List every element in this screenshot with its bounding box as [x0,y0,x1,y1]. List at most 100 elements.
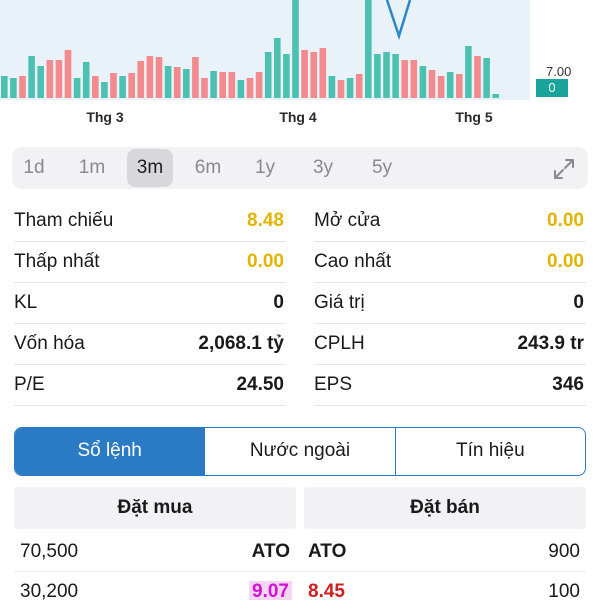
period-1y[interactable]: 1y [254,157,276,178]
stat-row-eps: EPS 346 [314,365,586,406]
volume-bar [237,80,245,98]
tab-signals[interactable]: Tín hiệu [394,428,585,475]
stat-value-volume: 0 [273,292,284,313]
volume-bar [437,76,445,98]
volume-bar [292,0,299,98]
volume-bar [119,76,126,98]
volume-bar [228,72,236,98]
volume-bar [28,56,35,98]
period-5y[interactable]: 5y [371,157,393,178]
volume-bar [319,48,327,98]
tab-foreign[interactable]: Nước ngoài [204,428,394,475]
tab-order-book[interactable]: Sổ lệnh [15,428,205,475]
volume-bar [1,76,8,98]
stat-label-open: Mở cửa [314,210,381,231]
volume-bar [201,78,208,98]
volume-bar [419,66,427,98]
stat-label-eps: EPS [314,374,353,395]
volume-bar [246,78,254,98]
stat-row-market-cap: Vốn hóa 2,068.1 tỷ [14,324,286,365]
volume-bar [255,72,263,98]
stat-value-open: 0.00 [547,210,584,231]
volume-bar [164,66,172,98]
sell-header: Đặt bán [304,487,586,529]
period-1m[interactable]: 1m [78,157,106,178]
stat-value-reference: 8.48 [247,210,284,231]
volume-bar [374,54,381,98]
volume-bar [55,60,63,98]
x-axis-label-may: Thg 5 [455,109,493,125]
stat-row-shares-outstanding: CPLH 243.9 tr [314,324,586,365]
stat-value-shares-outstanding: 243.9 tr [517,333,584,354]
sell-price: 8.45 [308,581,345,600]
chart-canvas [0,0,530,100]
period-1d[interactable]: 1d [23,157,45,178]
volume-bar [173,67,181,98]
volume-bar [483,58,490,98]
stat-value-pe: 24.50 [236,374,284,395]
buy-volume: 30,200 [20,581,79,600]
volume-bar [410,60,418,98]
volume-bar [355,74,363,98]
price-axis-tick: 7.00 [546,64,572,79]
stat-value-value: 0 [573,292,584,313]
volume-bars [1,0,499,98]
volume-bar [146,56,154,98]
price-volume-chart[interactable]: Thg 3 Thg 4 Thg 5 7.00 0 [0,0,600,132]
stat-value-eps: 346 [552,374,584,395]
stat-value-low: 0.00 [247,251,284,272]
volume-bar [465,46,472,98]
stat-label-shares-outstanding: CPLH [314,333,365,354]
volume-bar [192,57,199,98]
volume-bar [401,60,408,98]
volume-bar [301,50,308,98]
stat-row-pe: P/E 24.50 [14,365,286,406]
stat-row-open: Mở cửa 0.00 [314,201,586,242]
order-book-row: 30,200 9.07 8.45 100 [14,572,586,600]
volume-bar [101,82,108,98]
volume-bar [219,72,226,98]
buy-header: Đặt mua [14,487,296,529]
period-6m[interactable]: 6m [194,157,222,178]
buy-volume: 70,500 [20,541,79,562]
volume-bar [492,94,499,98]
volume-bar [283,54,290,98]
expand-icon[interactable] [552,157,576,181]
volume-bar [346,78,354,98]
x-axis-label-apr: Thg 4 [279,109,317,125]
period-3m[interactable]: 3m [127,149,173,187]
buy-price: 9.07 [249,581,292,600]
stat-label-reference: Tham chiếu [14,210,114,231]
price-line [385,0,412,41]
volume-bar [37,66,44,98]
volume-bar [210,71,217,98]
info-tabs: Sổ lệnh Nước ngoài Tín hiệu [14,427,586,476]
volume-bar [110,73,117,98]
period-selector: 1d 1m 3m 6m 1y 3y 5y [12,147,588,189]
volume-bar [310,52,317,98]
volume-bar [274,38,281,98]
volume-bar [474,56,481,98]
volume-bar [10,78,17,98]
volume-bar [183,69,190,98]
x-axis-label-mar: Thg 3 [86,109,124,125]
stat-row-reference: Tham chiếu 8.48 [14,201,286,242]
period-3y[interactable]: 3y [312,157,334,178]
sell-volume: 900 [548,541,580,562]
volume-bar [19,76,26,98]
volume-bar [128,73,135,98]
volume-bar [46,60,54,98]
stat-row-volume: KL 0 [14,283,286,324]
volume-bar [137,61,145,98]
order-book-row: 70,500 ATO ATO 900 [14,532,586,572]
stat-label-value: Giá trị [314,292,365,313]
stat-row-value: Giá trị 0 [314,283,586,324]
stat-row-high: Cao nhất 0.00 [314,242,586,283]
sell-volume: 100 [548,581,580,600]
volume-bar [264,52,272,98]
stat-value-high: 0.00 [547,251,584,272]
stat-row-low: Thấp nhất 0.00 [14,242,286,283]
volume-bar [92,76,99,98]
stat-label-pe: P/E [14,374,45,395]
volume-bar [392,54,399,98]
